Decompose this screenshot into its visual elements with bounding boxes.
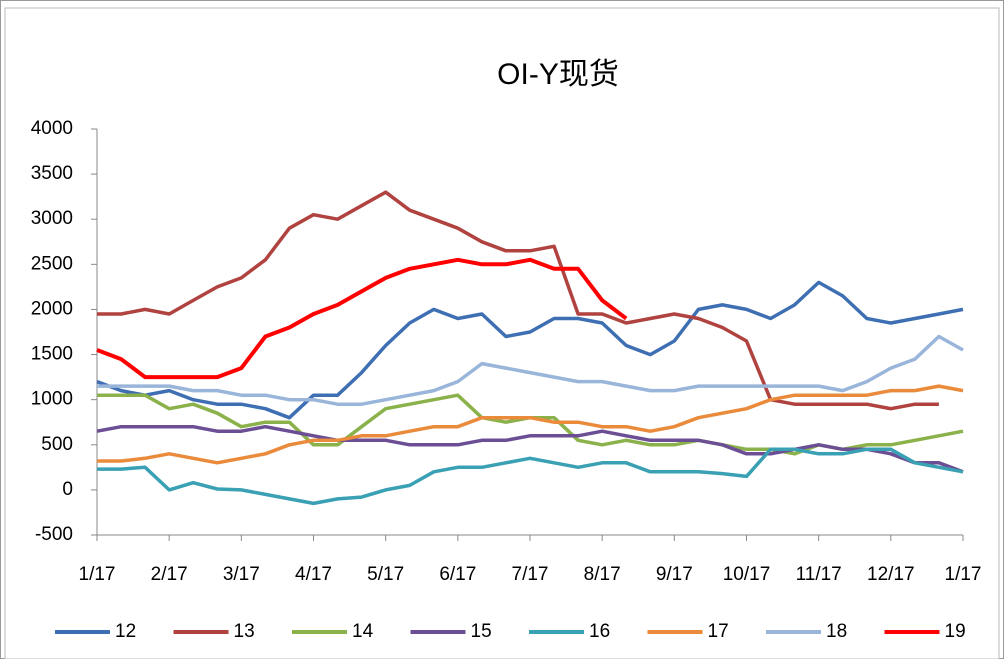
x-tick-label: 1/17 — [79, 564, 116, 585]
y-tick-label: 0 — [62, 479, 73, 500]
chart-title: OI-Y现货 — [497, 58, 619, 91]
y-tick-label: 1500 — [31, 344, 73, 365]
series-line — [97, 384, 964, 465]
series-line — [96, 424, 964, 474]
legend-label: 15 — [471, 621, 492, 642]
x-tick-label: 5/17 — [367, 564, 404, 585]
x-tick-label: 12/17 — [867, 564, 915, 585]
y-tick-label: 1000 — [31, 389, 73, 410]
legend-label: 16 — [589, 621, 610, 642]
series-line — [97, 334, 964, 406]
x-tick-label: 9/17 — [656, 564, 693, 585]
x-tick-label: 4/17 — [295, 564, 332, 585]
y-tick-label: 3500 — [31, 163, 73, 184]
y-tick-label: 3000 — [31, 208, 73, 229]
legend-label: 14 — [352, 621, 374, 642]
series-line — [97, 190, 939, 411]
legend-label: 17 — [708, 621, 729, 642]
x-tick-label: 1/17 — [945, 564, 982, 585]
series-line — [96, 280, 964, 420]
legend-label: 19 — [945, 621, 966, 642]
y-tick-label: 2000 — [31, 298, 73, 319]
legend-label: 12 — [115, 621, 136, 642]
y-tick-label: 4000 — [31, 118, 73, 139]
x-tick-label: 2/17 — [151, 564, 188, 585]
series-line — [96, 257, 628, 380]
y-tick-label: 500 — [41, 434, 73, 455]
x-tick-label: 11/17 — [796, 564, 842, 585]
legend-label: 18 — [826, 621, 847, 642]
y-tick-label: -500 — [35, 524, 73, 545]
y-tick-label: 2500 — [31, 253, 73, 274]
x-tick-label: 7/17 — [512, 564, 549, 585]
x-tick-label: 6/17 — [439, 564, 476, 585]
x-tick-label: 8/17 — [584, 564, 621, 585]
legend-label: 13 — [234, 621, 255, 642]
x-tick-label: 10/17 — [723, 564, 771, 585]
series-line — [97, 447, 964, 506]
x-tick-label: 3/17 — [223, 564, 260, 585]
